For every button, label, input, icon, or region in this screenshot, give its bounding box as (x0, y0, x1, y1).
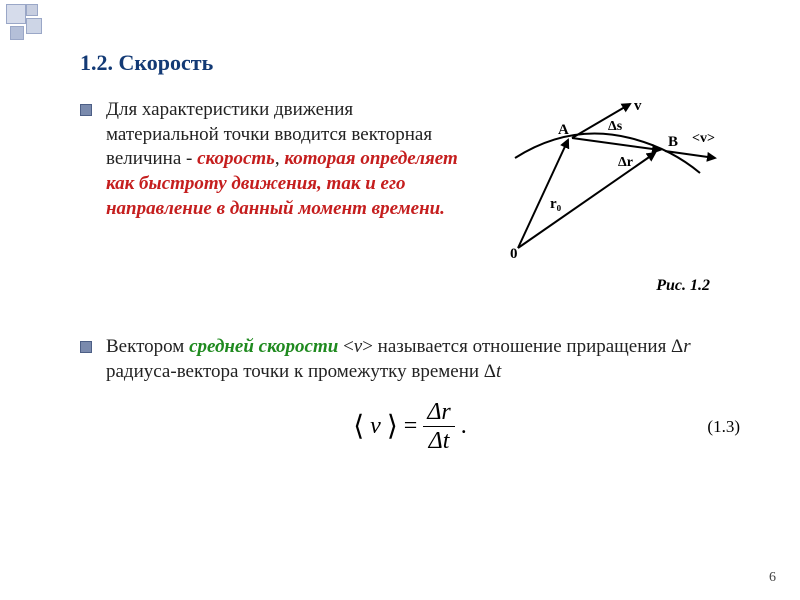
p1-red1: скорость (197, 148, 275, 169)
p1-text2: , (275, 148, 285, 169)
equation-number: (1.3) (707, 417, 740, 437)
p2-t4: радиуса-вектора точки к промежутку време… (106, 361, 496, 382)
paragraph-2: Вектором средней скорости <v> называется… (106, 335, 740, 384)
bullet-2: Вектором средней скорости <v> называется… (80, 335, 740, 384)
label-v: v (634, 98, 642, 114)
bracket-left-icon: ⟨ (353, 416, 364, 438)
formula-period: . (461, 413, 467, 440)
label-dr: Δr (618, 155, 633, 170)
label-O: 0 (510, 246, 518, 262)
fraction-num: Δr (423, 400, 454, 427)
deco-square (26, 4, 38, 16)
label-avg: <v> (692, 131, 715, 146)
fraction: Δr Δt (423, 400, 454, 453)
paragraph-1: Для характеристики движения материальной… (106, 98, 460, 221)
label-ds: Δs (608, 119, 623, 134)
slide-content: 1.2. Скорость Для характеристики движени… (0, 0, 800, 453)
p2-t1: Вектором (106, 336, 189, 357)
label-B: B (668, 134, 678, 150)
p2-t3: > называется отношение приращения Δ (362, 336, 683, 357)
bracket-right-icon: ⟩ (387, 416, 398, 438)
formula-row: ⟨ v ⟩ = Δr Δt . (1.3) (80, 400, 740, 453)
fraction-den: Δt (429, 427, 450, 453)
formula-avg-velocity: ⟨ v ⟩ = Δr Δt . (353, 400, 467, 453)
bullet-1: Для характеристики движения материальной… (80, 98, 460, 221)
velocity-diagram: 0 r₀ A B Δr Δs v <v> (480, 98, 730, 268)
deco-square (26, 18, 42, 34)
deco-square (10, 26, 24, 40)
label-r0: r₀ (550, 196, 562, 212)
p2-v: v (354, 336, 362, 357)
p2-r: r (683, 336, 690, 357)
formula-v: v (370, 413, 381, 440)
page-number: 6 (769, 570, 776, 586)
p2-tvar: t (496, 361, 501, 382)
p2-green: средней скорости (189, 336, 338, 357)
label-A: A (558, 122, 569, 138)
deco-square (6, 4, 26, 24)
section-heading: 1.2. Скорость (80, 50, 740, 76)
figure-caption: Рис. 1.2 (480, 277, 740, 295)
figure-wrap: 0 r₀ A B Δr Δs v <v> (480, 98, 740, 295)
p2-t2: < (338, 336, 353, 357)
row-top: Для характеристики движения материальной… (80, 98, 740, 295)
equals-sign: = (404, 413, 418, 440)
